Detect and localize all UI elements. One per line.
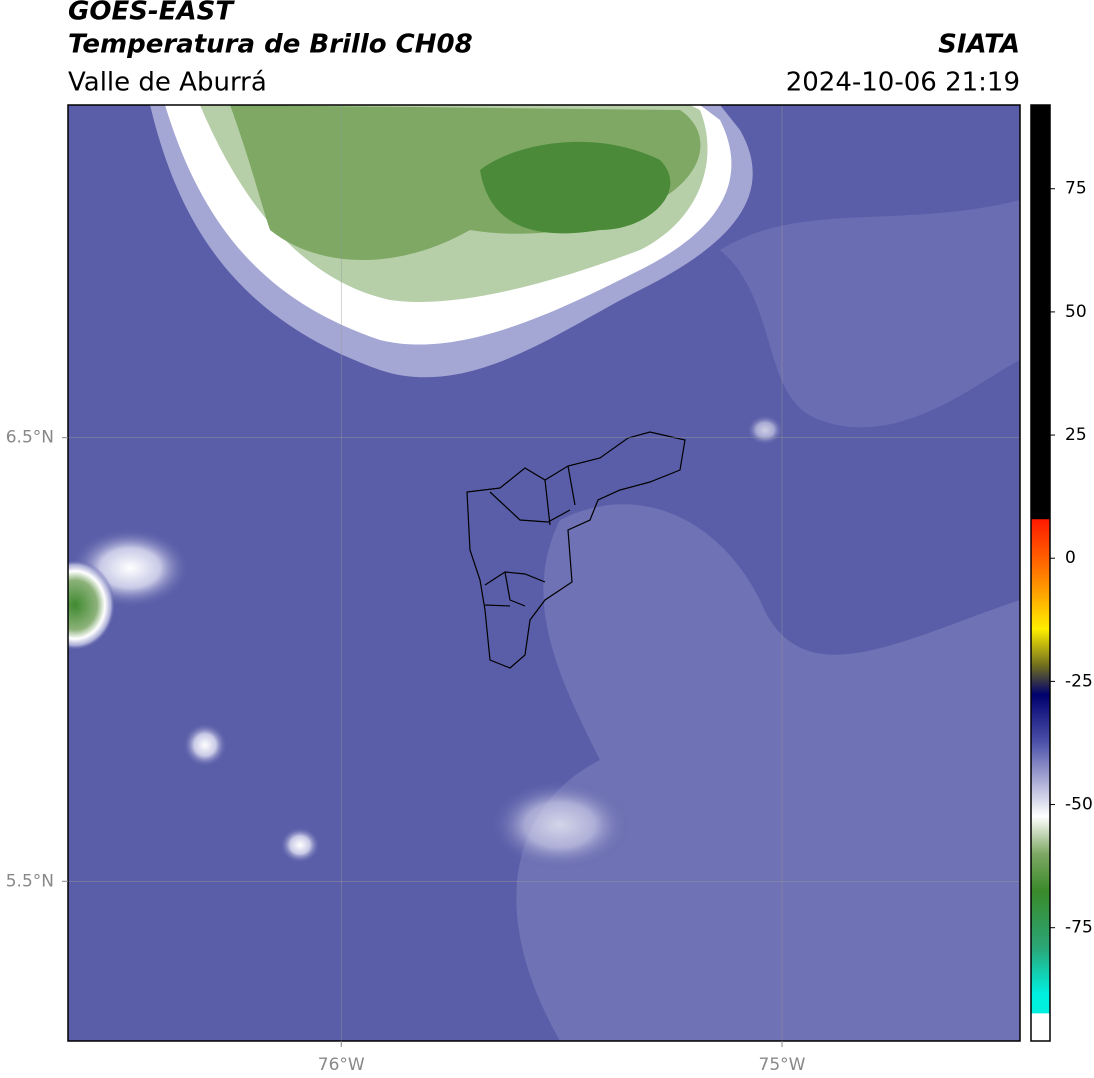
imagery [68,105,1020,1041]
y-tick-label: 5.5°N [6,871,54,891]
colorbar [1030,104,1051,1042]
colorbar-tick-label: -50 [1065,795,1093,815]
subtitle: Temperatura de Brillo CH08 [68,30,473,60]
colorbar-tick-label: -25 [1065,671,1093,691]
datetime: 2024-10-06 21:19 [786,68,1020,98]
colorbar-tick-label: 25 [1065,425,1087,445]
title: GOES-EAST [68,0,235,27]
colorbar-tick-label: 50 [1065,302,1087,322]
colorbar-tick-label: 75 [1065,179,1087,199]
y-tick-label: 6.5°N [6,428,54,448]
x-tick-label: 75°W [759,1055,806,1075]
region: Valle de Aburrá [68,68,267,98]
source: SIATA [938,30,1020,60]
colorbar-tick-label: -75 [1065,918,1093,938]
map-frame [67,104,1021,1042]
municipal-boundaries [466,431,686,669]
x-tick-label: 76°W [318,1055,365,1075]
colorbar-tick-label: 0 [1065,548,1076,568]
